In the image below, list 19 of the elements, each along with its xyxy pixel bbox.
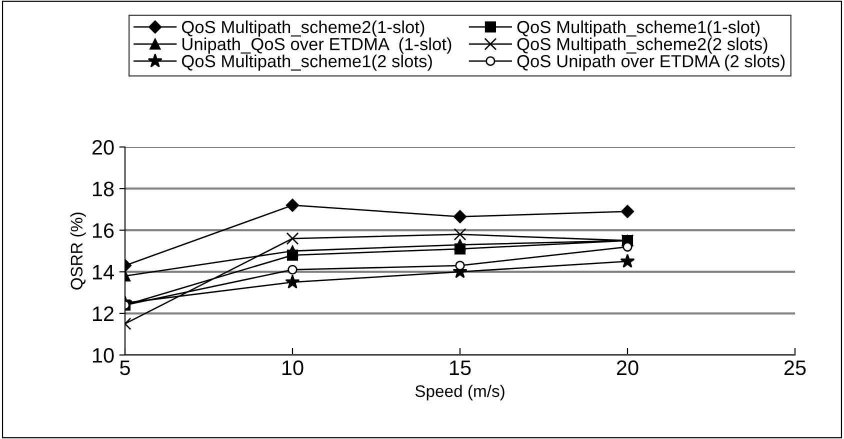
legend-label: QoS Multipath_scheme2(2 slots) <box>517 38 768 54</box>
x-axis-title: Speed (m/s) <box>415 384 504 400</box>
y-tick-label: 12 <box>93 306 114 321</box>
x-tick-label: 20 <box>616 360 638 376</box>
legend-label: Unipath_QoS over ETDMA (1-slot) <box>182 38 452 54</box>
legend-label: QoS Unipath over ETDMA (2 slots) <box>517 54 785 71</box>
x-tick-label: 5 <box>120 360 130 376</box>
legend-label: QoS Multipath_scheme1(1-slot) <box>517 20 760 37</box>
legend-label: QoS Multipath_scheme1(2 slots) <box>182 54 432 71</box>
x-tick-label: 10 <box>282 360 304 376</box>
y-tick-label: 20 <box>92 140 114 155</box>
y-axis-title: QSRR (%) <box>70 212 86 290</box>
x-tick-label: 15 <box>450 360 471 376</box>
x-tick-label: 25 <box>784 360 806 376</box>
y-tick-label: 18 <box>93 182 114 196</box>
y-tick-label: 10 <box>93 348 114 363</box>
legend-label: QoS Multipath_scheme2(1-slot) <box>182 20 424 37</box>
y-tick-label: 14 <box>93 265 114 280</box>
y-tick-label: 16 <box>93 223 114 238</box>
